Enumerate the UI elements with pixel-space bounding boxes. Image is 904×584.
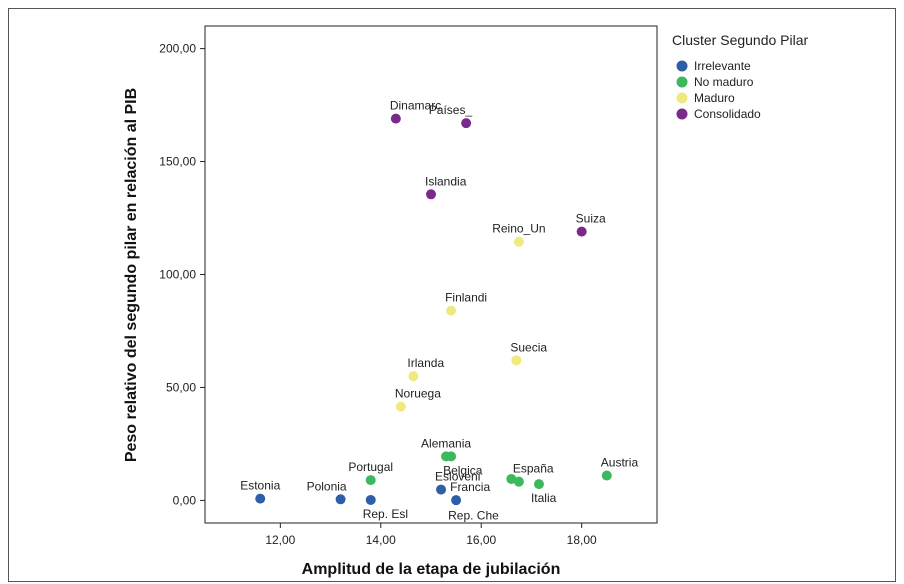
data-point [533, 479, 544, 490]
legend-marker [676, 60, 688, 72]
y-tick-label: 0,00 [173, 493, 197, 507]
data-points [255, 113, 612, 506]
point-label: Estonia [240, 479, 280, 493]
point-label: Belgica [443, 463, 483, 477]
x-tick-label: 12,00 [265, 533, 295, 547]
data-point [335, 494, 346, 505]
point-label: Países_ [429, 103, 473, 117]
y-tick-label: 50,00 [166, 380, 196, 394]
x-tick-label: 16,00 [466, 533, 496, 547]
data-point [461, 118, 472, 129]
point-label: España [513, 462, 554, 476]
point-label: Austria [601, 456, 639, 470]
point-label: Islandia [425, 174, 467, 188]
data-point [408, 371, 419, 382]
y-axis-title: Peso relativo del segundo pilar en relac… [123, 88, 140, 462]
point-label: Rep. Che [448, 509, 499, 523]
point-label: Dinamarc [390, 99, 441, 113]
y-tick-label: 100,00 [159, 268, 196, 282]
legend-label: No maduro [694, 75, 754, 89]
data-point [513, 476, 524, 487]
data-point [446, 451, 457, 462]
point-label: Noruega [395, 387, 441, 401]
point-label: Esloveni [435, 470, 480, 484]
x-axis-ticks: 12,00 14,00 16,00 18,00 [265, 523, 597, 547]
data-point [255, 493, 266, 504]
y-tick-label: 150,00 [159, 155, 196, 169]
legend-marker [676, 92, 688, 104]
data-point [506, 473, 517, 484]
point-label: Polonia [307, 479, 347, 493]
data-point [365, 494, 376, 505]
data-point [395, 401, 406, 412]
legend-label: Consolidado [694, 107, 761, 121]
data-point [451, 495, 462, 506]
y-tick-label: 200,00 [159, 42, 196, 56]
data-point [390, 113, 401, 124]
point-label: Alemania [421, 436, 471, 450]
legend: Cluster Segundo Pilar Irrelevante No madu… [672, 32, 809, 121]
y-axis-ticks: 0,00 50,00 100,00 150,00 200,00 [159, 42, 205, 507]
legend-label: Irrelevante [694, 59, 751, 73]
point-label: Suecia [510, 340, 547, 354]
data-point [436, 484, 447, 495]
x-tick-label: 14,00 [366, 533, 396, 547]
point-label: Rep. Esl [363, 507, 408, 521]
data-point [446, 305, 457, 316]
legend-label: Maduro [694, 91, 735, 105]
legend-marker [676, 76, 688, 88]
point-label: Portugal [348, 460, 393, 474]
plot-area [204, 25, 658, 524]
x-tick-label: 18,00 [567, 533, 597, 547]
data-point [576, 226, 587, 237]
data-point [426, 189, 436, 200]
data-point [511, 355, 522, 366]
point-label: Italia [531, 491, 557, 505]
legend-marker [676, 108, 688, 120]
x-axis-title: Amplitud de la etapa de jubilación [302, 561, 561, 578]
data-point [513, 236, 524, 247]
point-label: Francia [450, 480, 490, 494]
point-label: Irlanda [407, 356, 444, 370]
point-label: Finlandi [445, 291, 487, 305]
point-label: Suiza [576, 212, 606, 226]
data-point [601, 470, 612, 481]
data-point [365, 475, 376, 486]
point-label: Reino_Un [492, 222, 545, 236]
legend-title: Cluster Segundo Pilar [672, 32, 809, 48]
